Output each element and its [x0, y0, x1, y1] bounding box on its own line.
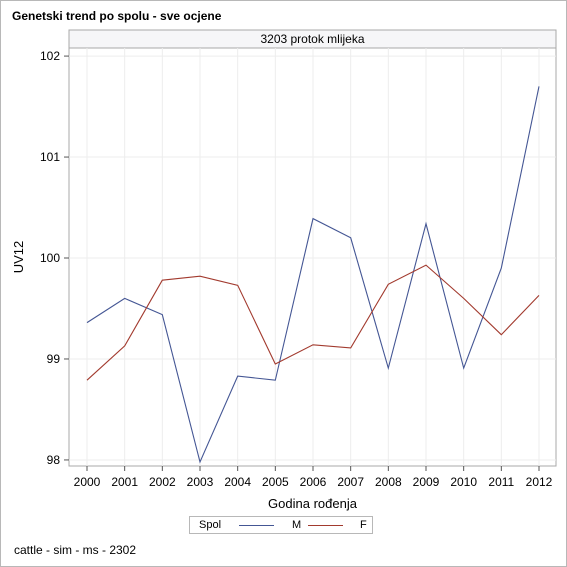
- x-tick-label: 2007: [337, 475, 364, 489]
- x-tick-label: 2009: [413, 475, 440, 489]
- x-tick-label: 2010: [450, 475, 477, 489]
- grid-lines: [69, 48, 556, 466]
- x-tick-label: 2000: [74, 475, 101, 489]
- x-tick-label: 2012: [526, 475, 553, 489]
- chart-title: Genetski trend po spolu - sve ocjene: [12, 9, 222, 23]
- x-tick-label: 2004: [224, 475, 251, 489]
- series-line-f: [86, 264, 540, 381]
- x-tick-label: 2002: [149, 475, 176, 489]
- legend-label-f: F: [360, 519, 367, 531]
- x-axis: 2000 2001 2002 2003 2004 2005 2006 2007 2008 2009…: [74, 466, 553, 489]
- y-tick-label: 99: [47, 352, 61, 366]
- legend-swatch-f: [308, 525, 343, 526]
- series-lines: [86, 86, 540, 464]
- x-tick-label: 2003: [187, 475, 214, 489]
- legend-swatch-m: [239, 525, 274, 526]
- series-line-m: [86, 86, 540, 464]
- legend-title: Spol: [199, 519, 222, 531]
- x-tick-label: 2008: [375, 475, 402, 489]
- legend: Spol M F: [189, 516, 373, 534]
- x-tick-label: 2005: [262, 475, 289, 489]
- y-axis-label: UV12: [11, 241, 26, 274]
- x-tick-label: 2011: [488, 475, 514, 489]
- legend-label-m: M: [292, 519, 302, 531]
- x-axis-label: Godina rođenja: [268, 496, 358, 511]
- y-tick-label: 98: [47, 453, 61, 467]
- y-tick-label: 100: [40, 251, 60, 265]
- x-tick-label: 2001: [111, 475, 138, 489]
- x-tick-label: 2006: [300, 475, 327, 489]
- y-axis: 98 99 100 101 102: [40, 49, 69, 467]
- y-tick-label: 102: [40, 49, 60, 63]
- y-tick-label: 101: [40, 150, 60, 164]
- panel-title: 3203 protok mlijeka: [260, 32, 364, 46]
- footnote: cattle - sim - ms - 2302: [14, 543, 137, 557]
